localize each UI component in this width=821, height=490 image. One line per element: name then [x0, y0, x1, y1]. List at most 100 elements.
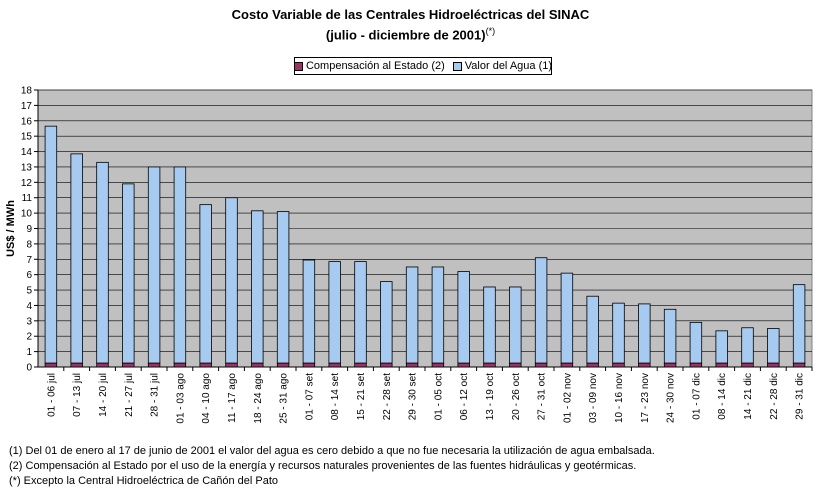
bar-valor-agua: [457, 271, 470, 364]
y-tick-label: 1: [26, 347, 32, 358]
x-tick-label: 04 - 10 ago: [201, 373, 212, 424]
y-tick-label: 15: [21, 132, 33, 143]
x-tick-label: 15 - 21 set: [356, 373, 367, 420]
bar-compensacion: [689, 362, 703, 368]
bar-compensacion: [70, 362, 83, 368]
x-tick-label: 29 - 31 dic: [795, 373, 806, 420]
footnote-1: (1) Del 01 de enero al 17 de junio de 20…: [9, 445, 655, 457]
x-tick-label: 27 - 31 oct: [537, 373, 548, 420]
y-tick-label: 3: [26, 316, 32, 327]
bar-compensacion: [251, 362, 264, 368]
y-tick-label: 5: [26, 286, 32, 297]
x-tick-label: 13 - 19 oct: [485, 373, 496, 420]
bar-valor-agua: [560, 272, 574, 364]
bar-valor-agua: [586, 295, 599, 364]
bar-compensacion: [147, 362, 161, 368]
y-tick-label: 8: [26, 239, 32, 250]
y-tick-label: 4: [26, 301, 32, 312]
x-tick-label: 01 - 07 set: [304, 373, 315, 420]
x-tick-label: 29 - 30 set: [408, 373, 419, 420]
footnotes: (1) Del 01 de enero al 17 de junio de 20…: [9, 444, 655, 489]
x-tick-label: 07 - 13 jul: [72, 373, 83, 417]
legend-label-valor-agua: Valor del Agua (1): [464, 60, 553, 72]
bar-valor-agua: [44, 125, 58, 364]
x-tick-label: 08 - 14 set: [330, 373, 341, 420]
bar-valor-agua: [70, 153, 83, 364]
bar-compensacion: [225, 362, 238, 368]
bar-compensacion: [612, 362, 625, 368]
bar-valor-agua: [715, 330, 728, 364]
bar-valor-agua: [689, 321, 703, 364]
bar-compensacion: [380, 362, 393, 368]
bar-valor-agua: [96, 161, 109, 364]
bar-valor-agua: [534, 257, 548, 364]
chart-title: Costo Variable de las Centrales Hidroelé…: [0, 6, 821, 43]
bar-compensacion: [276, 362, 290, 368]
y-tick-label: 18: [21, 86, 33, 97]
bar-compensacion: [199, 362, 212, 368]
bar-compensacion: [715, 362, 728, 368]
bar-valor-agua: [509, 286, 522, 364]
bar-compensacion: [767, 362, 780, 368]
bar-valor-agua: [199, 204, 212, 364]
x-tick-label: 20 - 26 oct: [511, 373, 522, 420]
y-tick-label: 12: [21, 178, 33, 189]
x-tick-label: 06 - 12 oct: [459, 373, 470, 420]
chart-title-line1: Costo Variable de las Centrales Hidroelé…: [231, 7, 590, 22]
y-tick-label: 16: [21, 116, 33, 127]
footnote-2: (2) Compensación al Estado por el uso de…: [9, 460, 637, 472]
bar-compensacion: [44, 362, 58, 368]
x-tick-label: 10 - 16 nov: [614, 373, 625, 423]
bar-compensacion: [792, 362, 806, 368]
bar-valor-agua: [328, 261, 341, 364]
bar-valor-agua: [354, 261, 367, 364]
x-tick-label: 11 - 17 ago: [227, 373, 238, 423]
bar-compensacion: [457, 362, 470, 368]
bar-compensacion: [509, 362, 522, 368]
x-tick-label: 14 - 21 dic: [743, 373, 754, 420]
bar-valor-agua: [122, 183, 135, 364]
bar-valor-agua: [612, 302, 625, 364]
bar-compensacion: [328, 362, 341, 368]
x-tick-label: 22 - 28 dic: [769, 373, 780, 420]
bar-valor-agua: [483, 286, 496, 364]
y-tick-label: 0: [26, 363, 32, 374]
y-tick-label: 14: [21, 147, 33, 158]
x-tick-label: 01 - 06 jul: [46, 373, 57, 417]
x-tick-label: 17 - 23 nov: [640, 373, 651, 423]
bar-valor-agua: [147, 166, 161, 364]
bar-valor-agua: [225, 197, 238, 364]
bar-compensacion: [638, 362, 651, 368]
bar-compensacion: [663, 362, 677, 368]
x-tick-label: 01 - 05 oct: [433, 373, 444, 420]
x-tick-label: 18 - 24 ago: [253, 373, 264, 424]
bar-compensacion: [354, 362, 367, 368]
bar-valor-agua: [792, 284, 806, 364]
bar-valor-agua: [741, 327, 754, 364]
x-tick-label: 08 - 14 dic: [717, 373, 728, 420]
y-tick-label: 2: [26, 332, 32, 343]
x-tick-label: 01 - 02 nov: [562, 373, 573, 423]
x-tick-label: 21 - 27 jul: [124, 373, 135, 417]
bar-valor-agua: [663, 308, 677, 364]
chart-title-line2: (julio - diciembre de 2001)(*): [0, 23, 821, 43]
y-tick-label: 10: [21, 209, 33, 220]
x-tick-label: 01 - 03 ago: [175, 373, 186, 424]
bar-compensacion: [405, 362, 419, 368]
bar-valor-agua: [276, 211, 290, 364]
footnote-3: (*) Excepto la Central Hidroeléctrica de…: [9, 475, 279, 487]
legend-item-compensacion: Compensación al Estado (2): [293, 60, 445, 72]
y-tick-label: 6: [26, 270, 32, 281]
x-tick-label: 22 - 28 set: [382, 373, 393, 420]
x-tick-label: 25 - 31 ago: [279, 373, 290, 424]
bar-compensacion: [741, 362, 754, 368]
bar-compensacion: [96, 362, 109, 368]
bar-valor-agua: [405, 266, 419, 364]
bar-valor-agua: [302, 259, 316, 364]
bar-compensacion: [122, 362, 135, 368]
x-tick-label: 01 - 07 dic: [691, 373, 702, 420]
y-tick-label: 11: [22, 193, 33, 204]
x-tick-label: 14 - 20 jul: [98, 373, 109, 417]
bar-valor-agua: [380, 281, 393, 364]
legend-item-valor-agua: Valor del Agua (1): [452, 60, 553, 72]
